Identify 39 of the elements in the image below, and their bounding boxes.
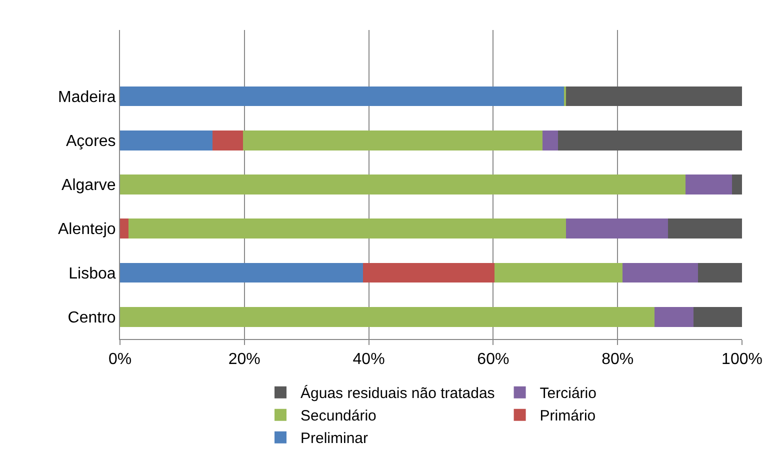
bar — [128, 218, 566, 239]
bar — [363, 262, 494, 283]
bar — [698, 262, 742, 283]
bar — [120, 130, 213, 150]
legend-label: Secundário — [300, 408, 376, 425]
legend-label: Águas residuais não tratadas — [300, 384, 495, 402]
bar — [693, 307, 742, 327]
bar — [668, 218, 742, 239]
x-tick-label: 60% — [477, 351, 510, 368]
legend-label: Terciário — [540, 385, 596, 402]
y-tick-label: Açores — [66, 132, 116, 150]
bar — [120, 307, 654, 327]
y-tick-label: Madeira — [58, 88, 116, 106]
bar — [120, 262, 364, 283]
y-tick-label: Alentejo — [58, 221, 116, 238]
bar — [120, 86, 565, 106]
x-tick-label: 0% — [108, 351, 132, 368]
bar — [566, 86, 742, 106]
bar — [685, 174, 732, 194]
x-tick-label: 80% — [602, 351, 634, 368]
bar — [622, 262, 698, 283]
bar — [494, 262, 623, 283]
legend-label: Primário — [540, 408, 596, 425]
bar — [654, 307, 694, 327]
x-tick-label: 100% — [722, 351, 762, 368]
legend-label: Preliminar — [300, 430, 368, 448]
bar — [566, 218, 668, 239]
x-tick-label: 20% — [228, 351, 260, 368]
bar — [558, 130, 742, 150]
y-tick-label: Lisboa — [68, 265, 116, 282]
y-tick-label: Centro — [68, 310, 116, 327]
bar — [212, 130, 244, 150]
bar — [120, 174, 686, 194]
y-tick-label: Algarve — [62, 177, 116, 194]
bar — [120, 218, 129, 239]
x-tick-label: 40% — [352, 351, 385, 368]
bar — [243, 130, 542, 150]
bar — [732, 174, 742, 194]
bar — [542, 130, 558, 150]
